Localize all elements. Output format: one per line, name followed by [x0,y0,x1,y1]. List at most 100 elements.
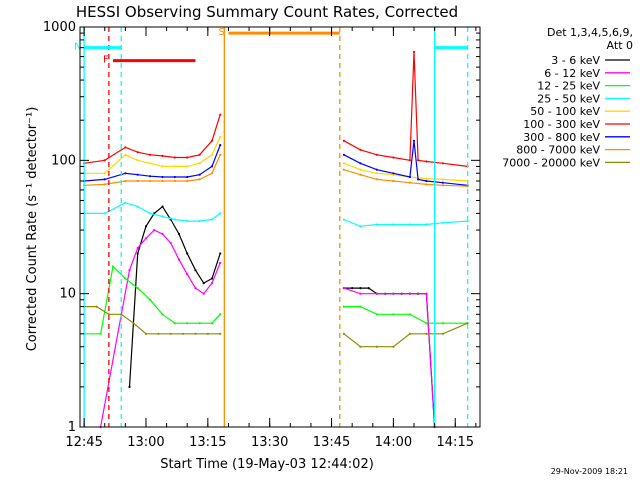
series-line-2-0 [84,265,221,335]
data-point-7-17 [441,184,444,187]
data-point-1-17 [408,292,411,295]
x-tick-label-6: 14:15 [437,435,474,450]
data-point-2-8 [186,322,189,325]
data-point-1-11 [210,282,214,285]
data-point-6-7 [186,175,189,179]
series-line-8-0 [84,306,221,335]
data-point-2-7 [173,322,176,325]
data-point-6-3 [136,173,139,176]
data-point-0-9 [202,282,205,285]
data-point-4-12 [359,168,362,171]
legend-label-2: 12 - 25 keV [537,80,600,93]
plot-area: N F S 1 10 100 1000 12:45 13:00 13:15 13:30 13:45 14… [43,20,481,450]
data-point-0-7 [186,252,189,255]
data-point-7-5 [161,179,164,183]
data-point-5-6 [173,156,176,159]
series-line-5-0 [84,114,221,164]
legend-label-4: 50 - 100 keV [530,105,600,118]
data-point-3-12 [359,225,362,228]
data-point-4-13 [375,172,378,175]
data-point-5-1 [103,159,106,162]
data-point-6-14 [392,172,395,175]
data-point-4-16 [425,177,428,180]
data-point-8-4 [132,322,135,325]
data-point-8-16 [408,332,411,335]
data-point-7-15 [408,181,411,184]
data-point-8-19 [466,322,469,325]
x-tick-label-3: 13:30 [251,435,288,450]
series-line-3-1 [343,218,468,227]
data-point-0-0 [128,385,131,388]
data-point-4-3 [136,159,139,162]
timestamp: 29-Nov-2009 18:21 [551,467,628,476]
data-point-6-17 [417,178,420,181]
data-point-5-7 [186,156,189,159]
data-point-7-12 [359,173,362,176]
data-point-8-12 [342,332,345,335]
data-point-3-7 [186,220,189,223]
data-point-0-15 [367,287,370,290]
data-point-0-8 [194,269,197,272]
data-point-7-13 [375,178,378,181]
data-point-4-17 [441,178,444,181]
data-point-8-5 [144,332,148,335]
data-point-3-3 [136,205,139,208]
legend-label-7: 800 - 7000 keV [516,144,600,157]
data-point-5-19 [441,162,444,165]
flag-label-F: F [103,55,109,66]
data-point-2-5 [149,298,152,301]
legend-title-line2: Att 0 [607,39,633,52]
data-point-4-7 [186,165,189,168]
series-group [83,50,469,429]
data-point-5-17 [417,159,420,162]
legend-title-line1: Det 1,3,4,5,6,9, [547,26,633,39]
data-point-6-4 [149,175,152,178]
data-point-1-9 [194,287,197,290]
data-point-0-11 [219,252,222,255]
data-point-2-10 [210,322,214,325]
series-line-2-1 [343,306,468,324]
series-line-0-1 [343,287,436,428]
data-point-0-1 [136,252,139,255]
data-point-4-8 [198,162,201,165]
series-line-4-1 [343,162,468,182]
data-point-6-15 [408,175,411,179]
data-point-6-9 [210,165,214,168]
data-point-3-6 [173,218,176,221]
data-point-7-1 [103,183,106,186]
series-line-5-1 [343,51,468,167]
data-point-6-18 [425,179,428,183]
data-point-0-14 [359,287,362,290]
data-point-7-9 [210,172,214,175]
legend-label-3: 25 - 50 keV [537,92,600,105]
data-point-4-9 [210,153,214,156]
data-point-3-8 [198,220,201,223]
y-tick-label-3: 1000 [43,20,76,35]
data-point-2-18 [441,322,444,325]
data-point-8-17 [425,332,428,335]
series-line-7-1 [343,169,468,187]
series-line-1-0 [100,229,221,428]
data-point-7-11 [342,168,345,171]
data-point-3-1 [103,212,106,215]
series-line-0-0 [128,205,221,387]
legend-label-5: 100 - 300 keV [523,118,600,131]
legend-label-0: 3 - 6 keV [551,54,600,67]
x-tick-label-1: 13:00 [127,435,164,450]
data-point-6-8 [198,173,201,176]
data-point-2-12 [342,305,345,308]
data-point-5-5 [161,154,164,157]
series-line-8-1 [343,322,468,348]
data-point-6-13 [375,168,378,171]
data-point-8-2 [107,313,110,316]
data-point-1-1 [128,269,131,272]
data-point-7-10 [219,153,222,156]
data-point-3-4 [149,212,152,215]
data-point-7-18 [466,185,469,188]
data-point-1-12 [219,261,222,264]
data-point-4-5 [161,165,164,168]
data-point-2-9 [198,322,201,325]
data-point-5-8 [198,153,201,156]
data-point-1-10 [202,292,205,295]
